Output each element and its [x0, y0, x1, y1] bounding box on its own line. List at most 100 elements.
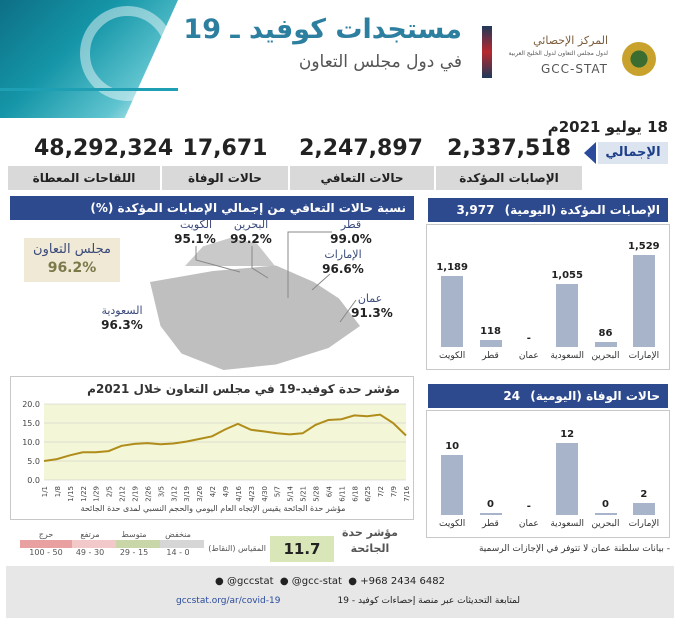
map-label-uae: الإمارات	[324, 248, 362, 261]
map-value-kuwait: 95.1%	[174, 232, 216, 246]
x-tick-label: 7/2	[377, 486, 385, 497]
daily-deaths-chart: 10 الكويت 0 قطر - عمان 12 السعودية 0 البحرين 2 الإم…	[426, 410, 670, 538]
deaths-total: 17,671	[182, 136, 268, 161]
twitter-icon: ●	[215, 576, 224, 587]
x-tick-label: 1/29	[93, 486, 101, 502]
phone-number: +968 2434 6482	[360, 576, 445, 587]
scale-low-swatch	[152, 540, 204, 548]
deaths-category-label: عمان	[518, 519, 539, 529]
severity-caption-label-2: الجائحة	[350, 542, 390, 555]
x-tick-label: 2/12	[119, 486, 127, 502]
header-divider	[0, 88, 178, 91]
deaths-category-label: السعودية	[550, 519, 584, 529]
deaths-category-label: البحرين	[591, 519, 620, 529]
cases-category-label: البحرين	[591, 351, 620, 361]
total-arrow-icon	[584, 142, 596, 164]
x-tick-label: 4/30	[261, 486, 269, 502]
map-label-oman: عمان	[357, 292, 383, 305]
cases-category-label: الكويت	[439, 351, 466, 361]
x-tick-label: 6/18	[351, 486, 359, 502]
map-value-bahrain: 99.2%	[230, 232, 272, 246]
map-value-saudi: 96.3%	[101, 318, 143, 332]
org-name-ar: المركز الإحصائي	[533, 34, 608, 47]
severity-current-value: 11.7	[270, 536, 334, 562]
scale-critical-name: حرج	[38, 530, 54, 539]
scale-low-name: منخفض	[165, 530, 191, 539]
y-tick-label: 20.0	[22, 400, 40, 409]
severity-title: مؤشر حدة كوفيد-19 في مجلس التعاون خلال 2…	[87, 382, 400, 396]
handle-gccstat[interactable]: @gccstat	[226, 576, 274, 587]
x-tick-label: 4/2	[209, 486, 217, 497]
x-tick-label: 1/15	[67, 486, 75, 502]
daily-deaths-total: 24	[503, 389, 521, 403]
y-tick-label: 0.0	[27, 476, 40, 485]
scale-high-name: مرتفع	[80, 530, 100, 539]
daily-deaths-title: حالات الوفاة (اليومية)	[530, 389, 660, 403]
phone-icon: ●	[348, 576, 358, 587]
cases-category-label: عمان	[518, 351, 539, 361]
scale-critical-swatch	[20, 540, 72, 548]
x-tick-label: 5/21	[300, 486, 308, 502]
deaths-category-label: قطر	[482, 519, 499, 529]
x-tick-label: 1/8	[54, 486, 62, 497]
footer-contacts: ● @gccstat ● @gcc-stat ● +968 2434 6482	[180, 576, 480, 587]
deaths-bar	[441, 455, 464, 515]
x-tick-label: 1/1	[41, 486, 49, 497]
x-tick-label: 7/9	[390, 486, 398, 497]
deaths-bar-label: -	[526, 501, 531, 512]
x-tick-label: 3/12	[170, 486, 178, 502]
daily-cases-header: الإصابات المؤكدة (اليومية) 3,977	[428, 198, 668, 222]
daily-cases-chart: 1,189 الكويت 118 قطر - عمان 1,055 السعودية 86 الب…	[426, 224, 670, 370]
map-value-uae: 96.6%	[322, 262, 364, 276]
cases-bar-label: 1,055	[551, 269, 583, 281]
cases-bar	[594, 341, 617, 347]
scale-high-swatch	[64, 540, 116, 548]
scale-critical-range: 50 - 100	[29, 548, 63, 557]
x-tick-label: 5/28	[313, 486, 321, 502]
severity-caption-label: مؤشر حدة	[342, 526, 398, 539]
x-tick-label: 3/26	[196, 485, 204, 501]
cases-bar-label: -	[526, 333, 531, 344]
map-value-oman: 91.3%	[351, 306, 393, 320]
x-tick-label: 2/19	[132, 486, 140, 502]
deaths-bar	[479, 513, 502, 515]
map-label-qatar: قطر	[340, 218, 362, 231]
map-value-qatar: 99.0%	[330, 232, 372, 246]
cases-bar-label: 1,529	[628, 241, 660, 253]
total-badge: الإجمالي	[598, 142, 668, 164]
y-tick-label: 10.0	[22, 438, 40, 447]
deaths-bar-label: 0	[602, 499, 609, 510]
cases-category-label: الإمارات	[628, 351, 660, 361]
scale-medium-range: 15 - 29	[119, 548, 149, 557]
severity-caption: مؤشر حدة الجائحة يقيس الإتجاه العام اليو…	[80, 504, 346, 513]
confirmed-total: 2,337,518	[447, 136, 571, 161]
cases-category-label: قطر	[482, 351, 499, 361]
y-tick-label: 15.0	[22, 419, 40, 428]
gcc-label: مجلس التعاون	[33, 242, 111, 257]
handle-gcc-stat[interactable]: @gcc-stat	[291, 576, 342, 587]
deaths-bar	[632, 503, 655, 515]
x-tick-label: 4/16	[235, 485, 243, 501]
globe-icon: ●	[279, 576, 289, 587]
deaths-bar-label: 12	[560, 429, 575, 440]
deaths-label: حالات الوفاة	[162, 166, 288, 190]
org-name-en: GCC-STAT	[540, 62, 608, 76]
cases-bar-label: 118	[480, 325, 501, 337]
report-date: 18 يوليو 2021م	[547, 118, 668, 136]
severity-panel	[10, 376, 414, 520]
x-tick-label: 4/9	[222, 486, 230, 497]
y-tick-label: 5.0	[27, 457, 40, 466]
scale-medium-name: متوسط	[121, 530, 147, 539]
cases-bar-label: 86	[598, 327, 613, 339]
x-tick-label: 3/19	[183, 486, 191, 502]
gcc-emblem-icon	[622, 42, 656, 76]
deaths-bar	[594, 513, 617, 515]
deaths-bar-label: 0	[487, 499, 494, 510]
x-tick-label: 1/22	[80, 486, 88, 502]
footer-url[interactable]: gccstat.org/ar/covid-19	[176, 596, 281, 606]
oman-note: - بيانات سلطنة عمان لا تتوفر في الإجازات…	[478, 544, 670, 554]
deaths-bar-label: 10	[445, 441, 460, 452]
confirmed-label: الإصابات المؤكدة	[436, 166, 582, 190]
gcc-stat-logo-mark	[482, 26, 492, 78]
